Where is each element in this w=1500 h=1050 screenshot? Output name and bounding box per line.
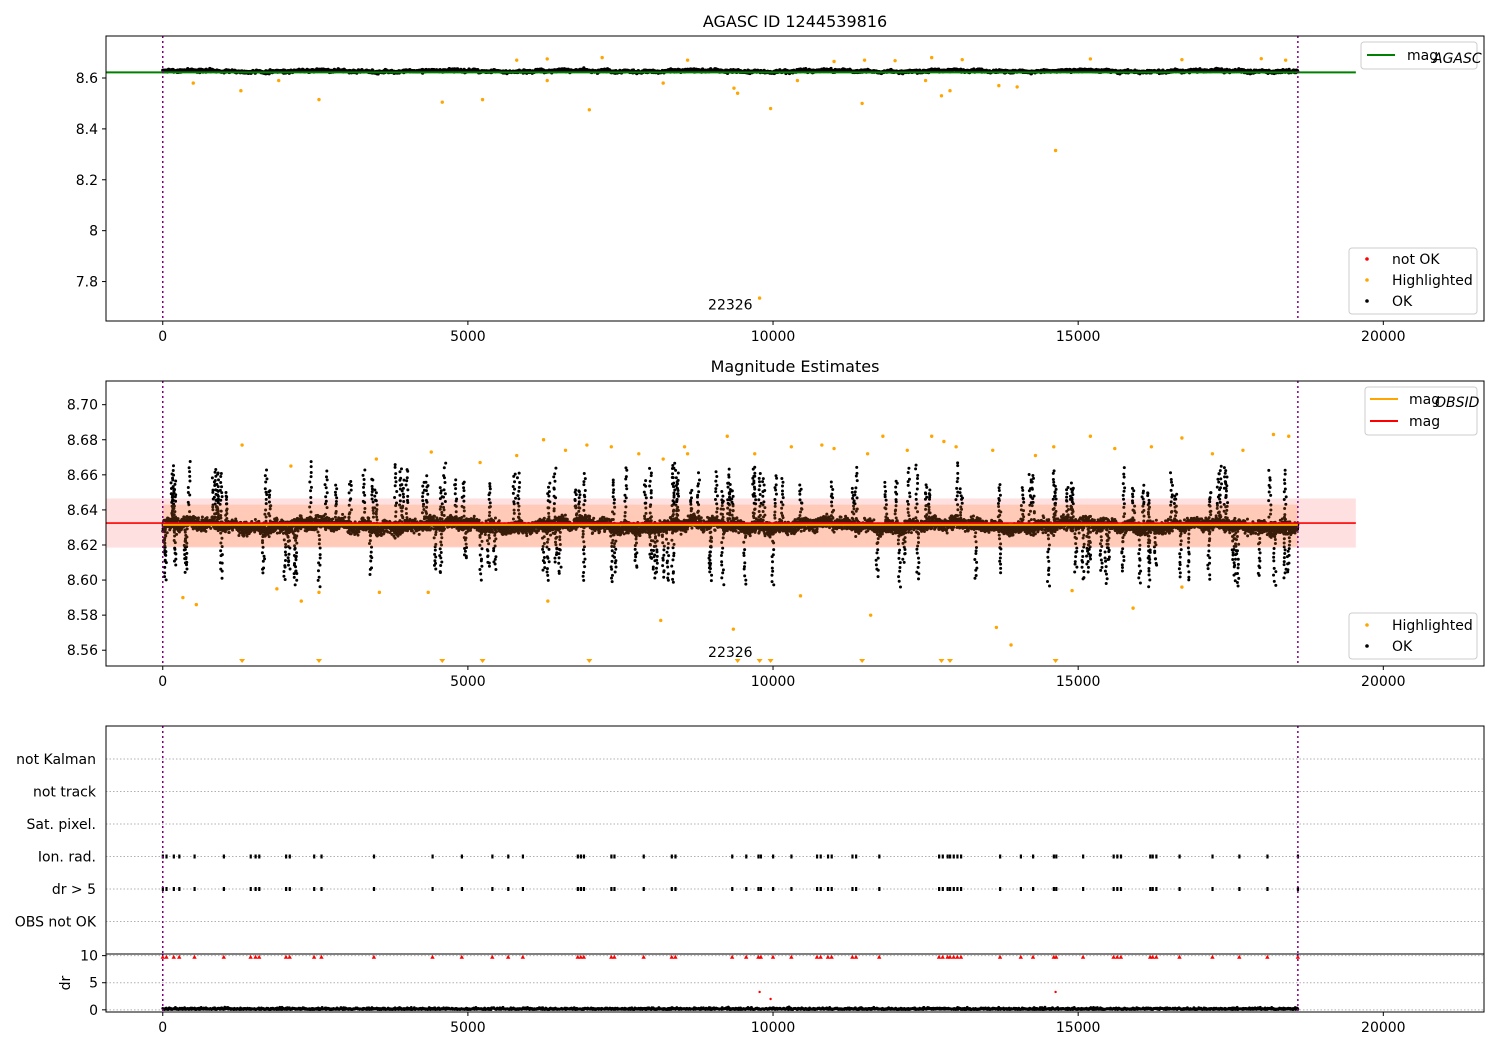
obsid-label: 22326 — [708, 298, 753, 314]
highlighted-point — [600, 55, 604, 60]
x-tick-label: 0 — [158, 329, 167, 345]
x-tick-label: 20000 — [1361, 329, 1406, 345]
highlighted-point — [832, 59, 836, 64]
plot-area — [106, 55, 1356, 300]
highlighted-point — [515, 58, 519, 62]
highlighted-point — [1088, 57, 1093, 61]
highlighted-point — [1015, 85, 1019, 89]
legend-label: OK — [1392, 294, 1413, 310]
highlighted-point — [862, 58, 867, 62]
highlighted-point — [795, 78, 800, 83]
y-tick-label: 8.4 — [76, 122, 98, 138]
legend-swatch-dot — [1365, 257, 1369, 261]
highlighted-point — [939, 94, 944, 98]
chart-title: AGASC ID 1244539816 — [703, 12, 887, 31]
highlighted-point — [923, 78, 928, 83]
highlighted-point — [661, 81, 665, 85]
highlighted-point — [587, 108, 592, 112]
x-tick-label: 10000 — [751, 329, 796, 345]
y-tick-label: 7.8 — [76, 275, 98, 291]
legend-subscript: AGASC — [1432, 51, 1482, 67]
highlighted-point — [768, 106, 773, 111]
highlighted-point — [893, 58, 897, 63]
highlighted-point — [948, 89, 952, 93]
panel1-frame — [105, 35, 1485, 322]
highlighted-point — [735, 91, 740, 95]
legend-swatch-dot — [1365, 299, 1369, 303]
highlighted-point — [545, 78, 549, 83]
highlighted-point — [757, 296, 762, 300]
plot-area — [106, 432, 1356, 663]
x-tick-label: 15000 — [1056, 329, 1101, 345]
highlighted-point — [1053, 148, 1058, 153]
highlighted-point — [545, 57, 549, 61]
highlighted-point — [1283, 58, 1288, 62]
panel-magnitude-estimates: 0 5000 10000 15000 200008.568.588.608.628.64… — [67, 357, 1485, 690]
highlighted-point — [960, 57, 964, 62]
highlighted-point — [685, 58, 690, 62]
y-tick-label: 8.2 — [76, 173, 98, 189]
y-tick-label: 8.6 — [76, 71, 98, 87]
panel-agasc-mag: 0 5000 10000 15000 20000 7.8 8 8.2 8.4 8.6 AGASC I… — [76, 12, 1485, 345]
y-tick-label: 8 — [89, 224, 98, 240]
highlighted-point — [239, 89, 243, 93]
highlighted-point — [1180, 57, 1184, 62]
highlighted-point — [997, 83, 1001, 88]
highlighted-point — [732, 86, 736, 90]
highlighted-point — [277, 78, 281, 83]
highlighted-point — [480, 97, 485, 102]
legend-swatch-dot — [1365, 278, 1369, 282]
x-tick-label: 5000 — [450, 329, 486, 345]
legend-label: not OK — [1392, 252, 1440, 268]
highlighted-point — [860, 101, 864, 106]
highlighted-point — [930, 55, 934, 60]
highlighted-point — [317, 97, 321, 102]
highlighted-point — [440, 100, 444, 104]
highlighted-point — [191, 81, 195, 85]
highlighted-point — [1259, 56, 1263, 61]
legend-label: Highlighted — [1392, 273, 1473, 289]
